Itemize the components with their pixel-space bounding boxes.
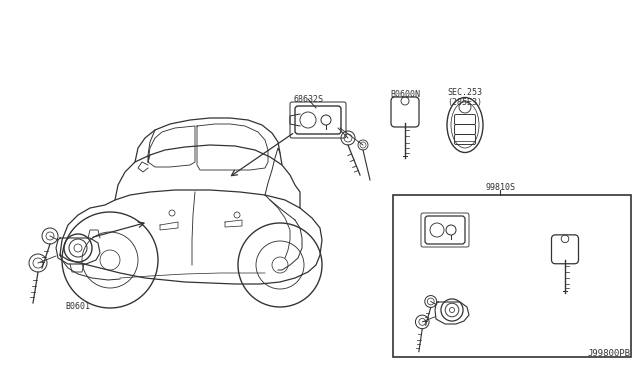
Text: 68632S: 68632S <box>293 95 323 104</box>
Text: B0600N: B0600N <box>390 90 420 99</box>
Text: J99800PB: J99800PB <box>587 349 630 358</box>
Text: 99810S: 99810S <box>485 183 515 192</box>
Text: SEC.253
(285E3): SEC.253 (285E3) <box>447 88 483 108</box>
Bar <box>393 195 631 357</box>
Text: B0601: B0601 <box>65 302 90 311</box>
